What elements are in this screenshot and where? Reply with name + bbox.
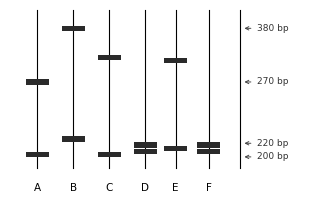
Text: A: A xyxy=(34,183,41,193)
Text: F: F xyxy=(206,183,212,193)
Bar xyxy=(164,58,187,63)
Text: 220 bp: 220 bp xyxy=(256,139,288,148)
Text: E: E xyxy=(172,183,179,193)
Bar xyxy=(26,79,48,85)
Text: B: B xyxy=(70,183,77,193)
Bar xyxy=(164,146,187,151)
Text: 380 bp: 380 bp xyxy=(256,24,288,33)
Bar xyxy=(98,55,121,60)
Text: C: C xyxy=(106,183,113,193)
Bar xyxy=(197,142,220,148)
Text: 200 bp: 200 bp xyxy=(256,152,288,161)
Bar xyxy=(26,152,48,157)
Bar xyxy=(134,149,157,154)
Text: 270 bp: 270 bp xyxy=(256,77,288,86)
Bar xyxy=(98,152,121,157)
Bar xyxy=(134,142,157,148)
Bar xyxy=(197,149,220,154)
Bar xyxy=(62,26,85,31)
Bar xyxy=(62,137,85,142)
Text: D: D xyxy=(142,183,150,193)
